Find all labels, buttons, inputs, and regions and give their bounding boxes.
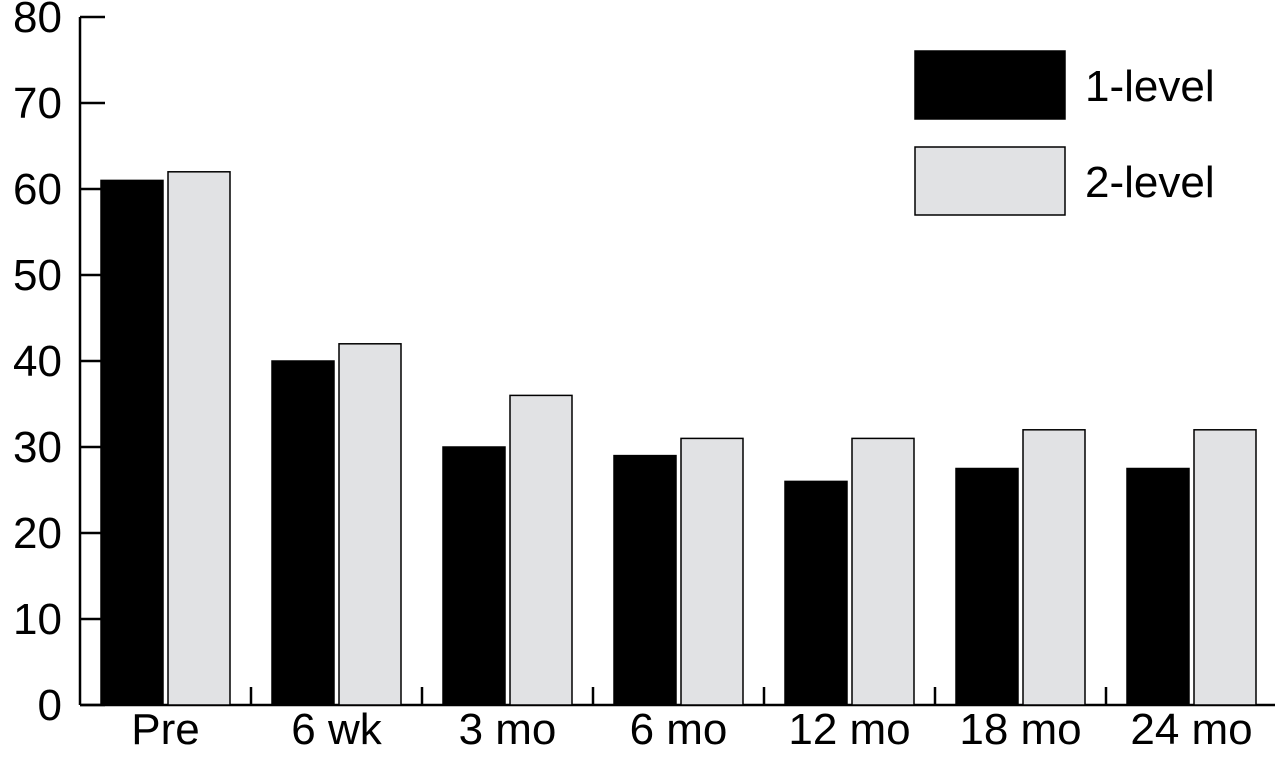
bar-series-2 [338,343,402,706]
bar-series-2 [167,171,231,706]
bar-series-1 [100,179,164,706]
axes [78,15,1275,707]
y-tick-label: 50 [13,251,62,300]
x-tick-label: 24 mo [1130,705,1252,754]
bar-series-2 [680,437,744,706]
x-tick-label: Pre [131,705,199,754]
bars [100,171,1257,706]
bar-series-2 [1193,429,1257,706]
y-axis-tick-labels: 0 10 20 30 40 50 60 70 80 [13,0,62,730]
y-tick-label: 80 [13,0,62,42]
x-tick-label: 6 wk [291,705,382,754]
x-tick-label: 3 mo [459,705,557,754]
y-tick-label: 60 [13,165,62,214]
bar-series-1 [784,480,848,706]
bar-series-1 [442,446,506,706]
y-tick-label: 10 [13,595,62,644]
legend: 1-level 2-level [914,50,1215,216]
y-tick-label: 70 [13,79,62,128]
legend-swatch [914,50,1066,120]
bar-series-2 [509,394,573,706]
bar-series-2 [1022,429,1086,706]
legend-label: 1-level [1085,62,1215,111]
legend-swatch [914,146,1066,216]
x-tick-label: 18 mo [959,705,1081,754]
x-tick-label: 12 mo [788,705,910,754]
bar-series-1 [613,454,677,706]
bar-series-2 [851,437,915,706]
bar-series-1 [955,467,1019,706]
x-axis-tick-labels: Pre 6 wk 3 mo 6 mo 12 mo 18 mo 24 mo [131,705,1252,754]
y-tick-label: 40 [13,337,62,386]
legend-label: 2-level [1085,158,1215,207]
x-tick-label: 6 mo [630,705,728,754]
y-tick-label: 30 [13,423,62,472]
bar-series-1 [271,360,335,706]
y-tick-label: 20 [13,509,62,558]
y-tick-label: 0 [38,681,62,730]
bar-series-1 [1126,467,1190,706]
